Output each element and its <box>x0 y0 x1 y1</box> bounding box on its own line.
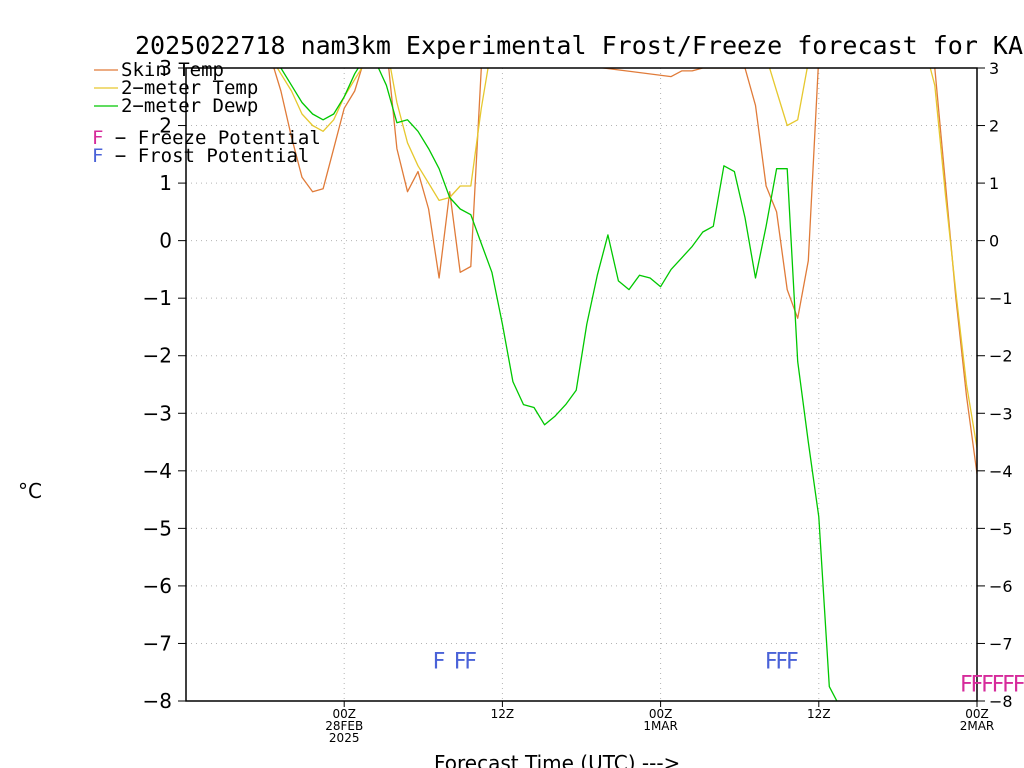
x-tick-label: 12Z <box>807 707 831 721</box>
y-tick-label-right: −1 <box>989 289 1013 308</box>
potential-flags: FFFFFFFFFFFFFFF <box>433 650 1024 698</box>
y-tick-label-right: −2 <box>989 347 1013 366</box>
y-tick-label: −1 <box>143 286 172 310</box>
y-tick-label: 3 <box>159 56 172 80</box>
legend-entry: Skin Temp <box>121 59 224 81</box>
freeze-potential-flag: F <box>981 673 994 698</box>
x-axis-label: Forecast Time (UTC) ---> <box>434 751 680 768</box>
x-tick-label: 12Z <box>491 707 515 721</box>
y-tick-label: 2 <box>159 114 172 138</box>
x-tick-label: 00Z <box>965 707 989 721</box>
frost-potential-flag: F <box>786 650 799 675</box>
freeze-potential-flag: F <box>1002 673 1015 698</box>
series-skin-temp <box>273 68 977 475</box>
y-tick-label: −3 <box>143 401 172 425</box>
freeze-potential-flag: F <box>1013 673 1024 698</box>
legend-entry: 2−meter Dewp <box>121 95 258 117</box>
y-axis-label: °C <box>18 479 42 503</box>
y-tick-label: −2 <box>143 344 172 368</box>
y-tick-label-right: −6 <box>989 577 1013 596</box>
x-tick-label: 00Z <box>332 707 356 721</box>
frost-potential-flag: F <box>765 650 778 675</box>
y-tick-label-right: −7 <box>989 634 1013 653</box>
y-tick-label-right: −4 <box>989 462 1013 481</box>
y-tick-label: −4 <box>143 459 172 483</box>
potential-legend-entry: F − Freeze Potential <box>92 127 321 149</box>
x-tick-label: 28FEB <box>325 719 363 733</box>
y-tick-label-right: −3 <box>989 404 1013 423</box>
y-tick-label-right: 0 <box>989 232 999 251</box>
y-tick-label: −5 <box>143 516 172 540</box>
y-tick-label: −6 <box>143 574 172 598</box>
frost-potential-flag: F <box>464 650 477 675</box>
legend-entry: 2−meter Temp <box>121 77 258 99</box>
x-tick-label: 1MAR <box>643 719 678 733</box>
freeze-potential-flag: F <box>960 673 973 698</box>
potential-legend-entry: F − Frost Potential <box>92 145 309 167</box>
frost-potential-flag: F <box>433 650 446 675</box>
y-axis-ticks: −8 −8 −7 −7 −6 −6 −5 −5 −4 −4 −3 −3 −2 −2 −1 −1 0 0 1 1 2 2 3 3 <box>143 56 1013 713</box>
y-tick-label: −8 <box>143 689 172 713</box>
y-tick-label-right: 2 <box>989 117 999 136</box>
y-tick-label-right: 3 <box>989 59 999 78</box>
freeze-potential-flag: F <box>971 673 984 698</box>
y-tick-label: −7 <box>143 631 172 655</box>
x-tick-label: 00Z <box>649 707 673 721</box>
y-tick-label: 0 <box>159 229 172 253</box>
plot-frame <box>185 67 978 702</box>
frost-potential-flag: F <box>776 650 789 675</box>
y-tick-label: 1 <box>159 171 172 195</box>
y-tick-label-right: −5 <box>989 519 1013 538</box>
frost-potential-flag: F <box>454 650 467 675</box>
series-2-meter-temp <box>276 68 977 450</box>
y-tick-label-right: −8 <box>989 692 1013 711</box>
chart-title: 2025022718 nam3km Experimental Frost/Fre… <box>135 31 1024 60</box>
y-tick-label-right: 1 <box>989 174 999 193</box>
series-layer <box>273 68 977 701</box>
x-tick-label: 2025 <box>329 731 360 745</box>
x-tick-label: 2MAR <box>960 719 995 733</box>
freeze-potential-flag: F <box>992 673 1005 698</box>
series-2-meter-dewp <box>280 68 838 701</box>
